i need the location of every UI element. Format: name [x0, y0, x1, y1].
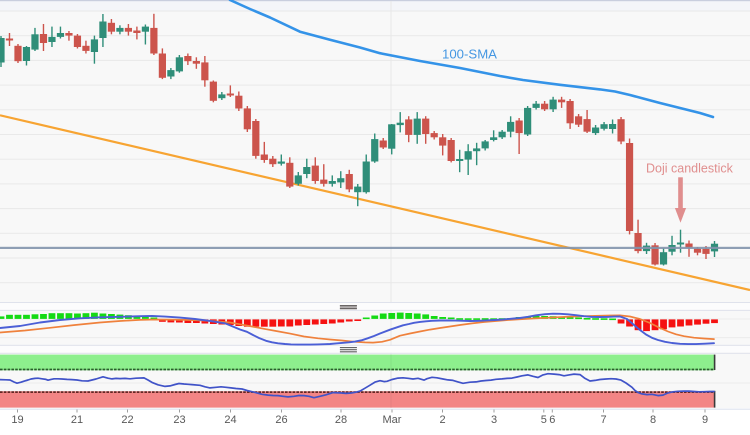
svg-text:21: 21 — [71, 414, 83, 426]
svg-text:2: 2 — [439, 414, 445, 426]
svg-text:8: 8 — [650, 414, 656, 426]
svg-text:28: 28 — [335, 414, 347, 426]
svg-text:7: 7 — [600, 414, 606, 426]
svg-text:100-SMA: 100-SMA — [442, 47, 497, 62]
svg-text:5: 5 — [541, 414, 547, 426]
svg-text:6: 6 — [549, 414, 555, 426]
svg-text:9: 9 — [702, 414, 708, 426]
svg-text:24: 24 — [224, 414, 236, 426]
svg-text:23: 23 — [173, 414, 185, 426]
svg-text:3: 3 — [491, 414, 497, 426]
svg-text:19: 19 — [11, 414, 23, 426]
svg-text:Doji candlestick: Doji candlestick — [646, 162, 734, 176]
svg-text:Mar: Mar — [383, 414, 402, 426]
svg-text:26: 26 — [275, 414, 287, 426]
svg-text:22: 22 — [121, 414, 133, 426]
